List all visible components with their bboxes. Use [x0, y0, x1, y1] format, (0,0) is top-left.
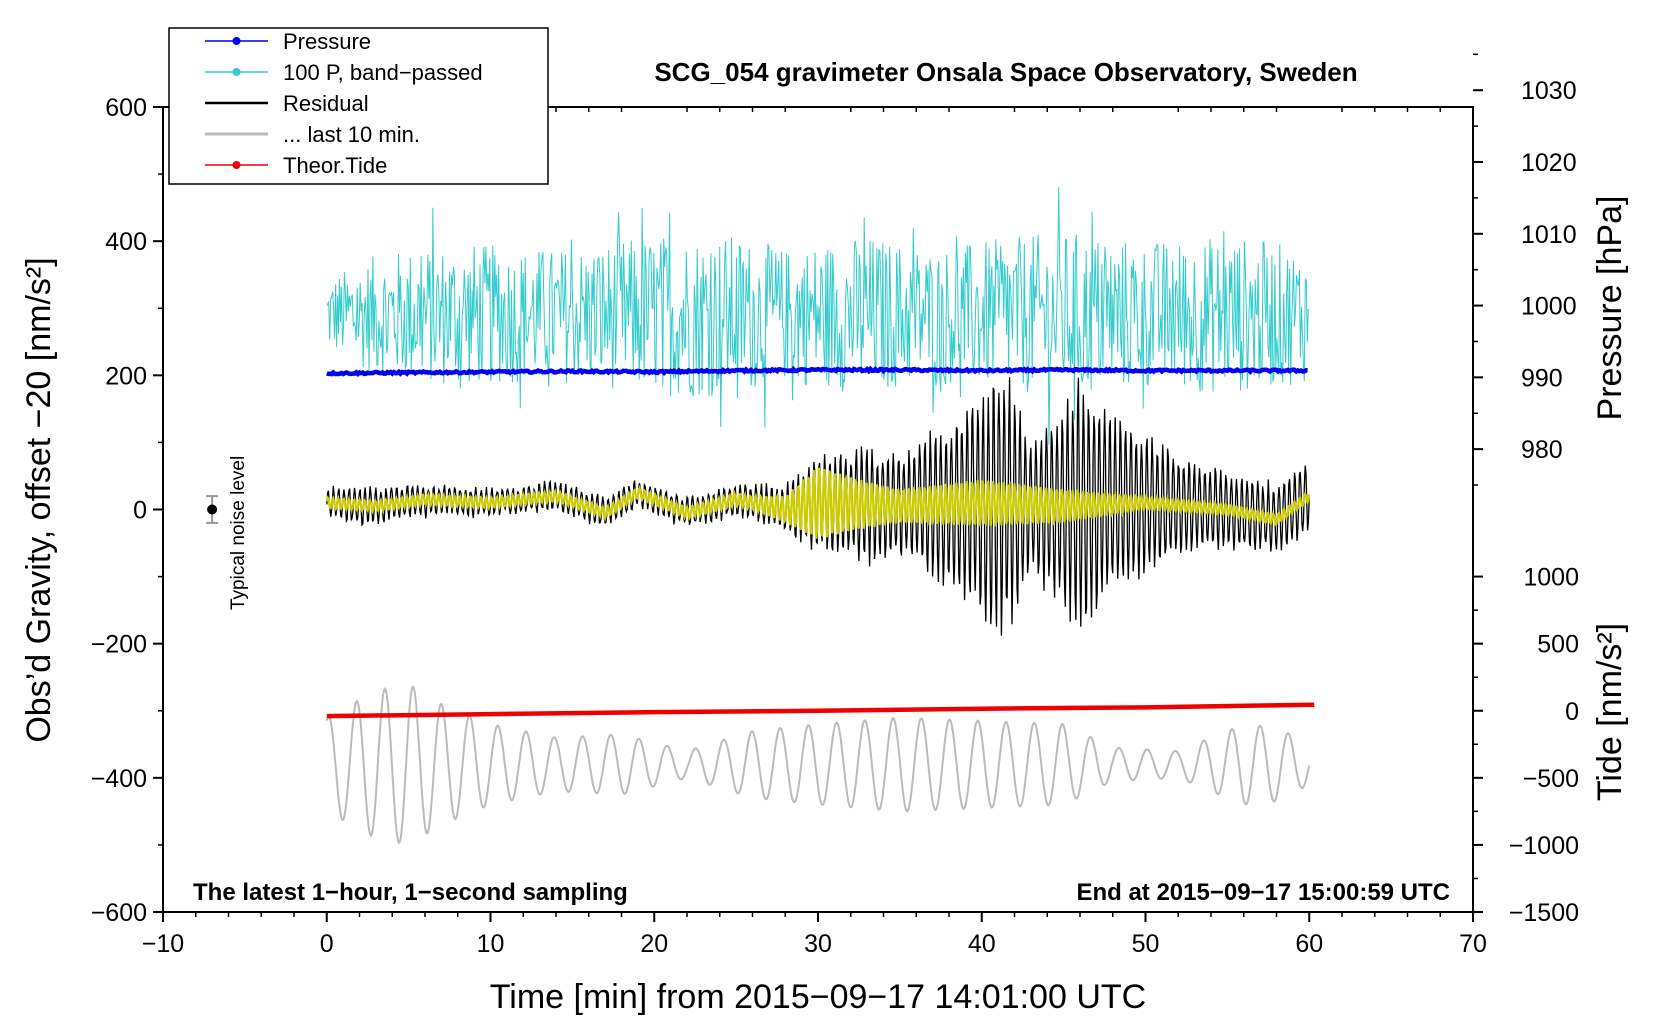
x-axis-label: Time [min] from 2015−09−17 14:01:00 UTC [490, 978, 1146, 1016]
x-tick-label: 30 [804, 930, 832, 958]
pressure-tick-label: 1000 [1521, 293, 1577, 321]
x-tick-label: 0 [320, 930, 334, 958]
legend-label: Pressure [283, 29, 371, 54]
pressure-tick-label: 1020 [1521, 149, 1577, 177]
noise-indicator: Typical noise level [206, 456, 249, 610]
noise-point [207, 504, 218, 515]
y-tick-label: 600 [105, 94, 147, 122]
y-tick-label: 400 [105, 228, 147, 256]
x-tick-label: 60 [1295, 930, 1323, 958]
legend-label: ... last 10 min. [283, 122, 420, 147]
annotation-sampling: The latest 1−hour, 1−second sampling [193, 879, 628, 906]
tide-tick-label: −1500 [1509, 899, 1579, 927]
legend-marker [232, 68, 241, 76]
legend-items: Pressure 100 P, band−passed Residual ... la… [205, 29, 483, 178]
y-tick-label: 200 [105, 362, 147, 390]
legend-label: 100 P, band−passed [283, 60, 483, 85]
tide-tick-label: −500 [1523, 765, 1579, 793]
y-tick-label: −400 [91, 765, 147, 793]
x-tick-label: 10 [477, 930, 505, 958]
legend-marker [232, 161, 241, 169]
chart-title: SCG_054 gravimeter Onsala Space Observat… [654, 57, 1357, 87]
legend-label: Theor.Tide [283, 153, 387, 178]
y-tick-label: 0 [133, 497, 147, 525]
series-residual-smoothed [325, 467, 1311, 539]
legend-label: Residual [283, 91, 369, 116]
pressure-tick-label: 980 [1521, 436, 1563, 464]
tide-tick-label: 0 [1565, 698, 1579, 726]
series-layer [325, 187, 1315, 845]
pressure-tick-label: 990 [1521, 364, 1563, 392]
annotation-end-time: End at 2015−09−17 15:00:59 UTC [1076, 879, 1450, 906]
y-tick-label: −600 [91, 899, 147, 927]
y-axis-label-pressure: Pressure [hPa] [1591, 196, 1629, 421]
pressure-tick-label: 1030 [1521, 77, 1577, 105]
x-tick-label: 20 [640, 930, 668, 958]
tide-tick-label: −1000 [1509, 832, 1579, 860]
x-tick-label: −10 [142, 930, 184, 958]
legend-box [168, 27, 549, 185]
ticks-layer: −10 0 10 20 30 40 50 60 706004002000−200−400−600… [91, 53, 1579, 958]
noise-label: Typical noise level [228, 456, 249, 610]
y-axis-label-tide: Tide [nm/s²] [1591, 623, 1629, 801]
y-tick-label: −200 [91, 631, 147, 659]
x-tick-label: 40 [968, 930, 996, 958]
tide-tick-label: 1000 [1523, 564, 1579, 592]
series-bandpassed-pressure [326, 187, 1309, 445]
tide-tick-label: 500 [1537, 631, 1579, 659]
series-pressure [326, 365, 1308, 377]
x-tick-label: 50 [1132, 930, 1160, 958]
legend: Pressure 100 P, band−passed Residual ... la… [168, 27, 549, 185]
series-theoretical-tide [326, 702, 1315, 719]
y-axis-label-left: Obs’d Gravity, offset −20 [nm/s²] [20, 257, 58, 742]
legend-marker [232, 37, 241, 45]
series-last-10-min [325, 685, 1311, 845]
x-tick-label: 70 [1459, 930, 1487, 958]
pressure-tick-label: 1010 [1521, 221, 1577, 249]
